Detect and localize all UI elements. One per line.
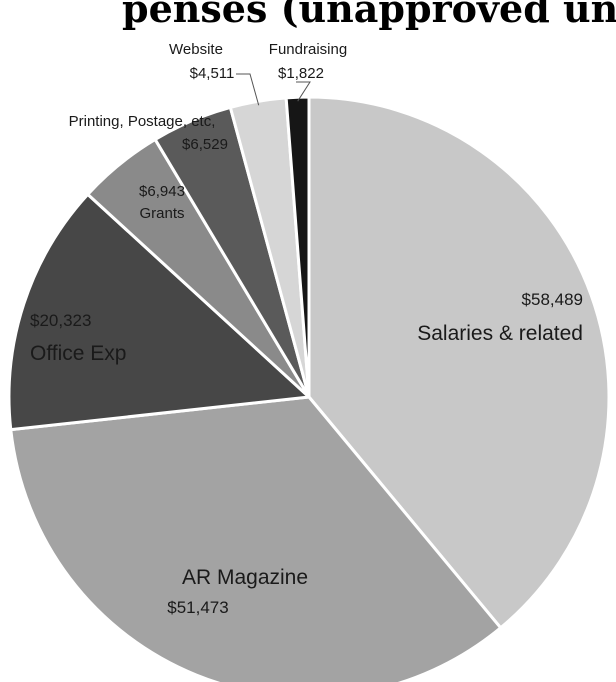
slice-value-label-website: $4,511	[190, 65, 235, 82]
pie-slice-salaries-related	[307, 95, 611, 630]
slice-value-label-grants: $6,943	[139, 183, 185, 200]
leader-line-website	[236, 73, 260, 106]
slice-name-label-salaries-related: Salaries & related	[417, 322, 583, 345]
leader-lines	[236, 73, 311, 106]
slice-value-label-salaries-related: $58,489	[522, 290, 583, 309]
slice-value-label-office-exp: $20,323	[30, 311, 91, 330]
slice-name-label-office-exp: Office Exp	[30, 342, 127, 365]
slice-value-label-fundraising: $1,822	[278, 65, 324, 82]
slice-name-label-fundraising: Fundraising	[269, 41, 347, 58]
pie-slice-office-exp	[7, 192, 311, 432]
pie-slice-fundraising	[284, 95, 311, 399]
slice-labels: Salaries & related $58,489 AR Magazine $51,…	[30, 41, 583, 617]
slice-name-label-ar-magazine: AR Magazine	[182, 566, 308, 589]
slice-name-label-printing-postage-etc: Printing, Postage, etc,	[69, 113, 216, 130]
chart-title-fragment: penses (unapproved unaudited)	[122, 0, 616, 31]
slice-name-label-website: Website	[169, 41, 223, 58]
pie-slice-ar-magazine	[9, 395, 503, 682]
slice-name-label-grants: Grants	[139, 205, 184, 222]
slice-value-label-printing-postage-etc: $6,529	[182, 136, 228, 153]
pie-slices	[7, 95, 611, 682]
slice-value-label-ar-magazine: $51,473	[167, 598, 228, 617]
leader-line-fundraising	[296, 81, 311, 102]
